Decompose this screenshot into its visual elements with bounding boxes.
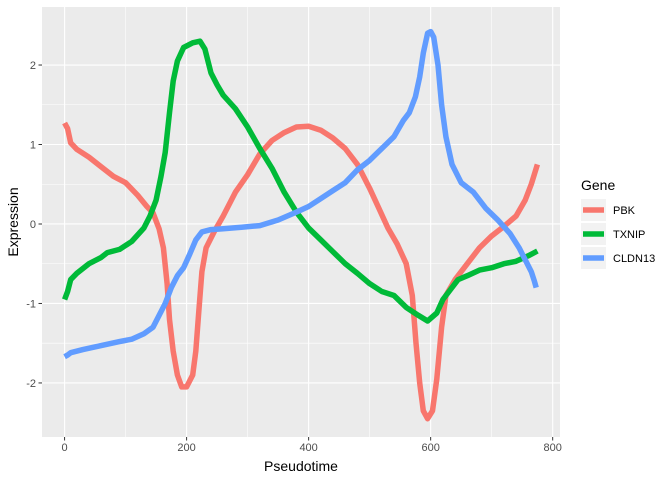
legend-label-cldn13: CLDN13 bbox=[613, 253, 655, 265]
legend: Gene PBK TXNIP CLDN13 bbox=[581, 177, 655, 269]
major-gridlines bbox=[42, 7, 560, 437]
y-axis-title: Expression bbox=[5, 187, 21, 256]
y-tick-label: 2 bbox=[30, 60, 36, 72]
y-tick-label: -2 bbox=[26, 378, 36, 390]
legend-title: Gene bbox=[581, 177, 615, 193]
legend-label-txnip: TXNIP bbox=[613, 229, 645, 241]
y-axis-ticks: -2 -1 0 1 2 bbox=[26, 60, 42, 390]
x-tick-label: 800 bbox=[543, 442, 561, 454]
y-tick-label: 0 bbox=[30, 219, 36, 231]
y-tick-label: -1 bbox=[26, 298, 36, 310]
x-axis-ticks: 0 200 400 600 800 bbox=[62, 437, 562, 454]
minor-gridlines bbox=[42, 7, 560, 437]
x-tick-label: 200 bbox=[177, 442, 195, 454]
x-axis-title: Pseudotime bbox=[264, 458, 338, 474]
y-tick-label: 1 bbox=[30, 140, 36, 152]
x-tick-label: 400 bbox=[299, 442, 317, 454]
x-tick-label: 600 bbox=[421, 442, 439, 454]
series-line-txnip bbox=[62, 38, 539, 324]
x-tick-label: 0 bbox=[62, 442, 68, 454]
legend-label-pbk: PBK bbox=[613, 205, 636, 217]
series-lines bbox=[62, 28, 541, 422]
series-line-cldn13 bbox=[63, 28, 539, 360]
